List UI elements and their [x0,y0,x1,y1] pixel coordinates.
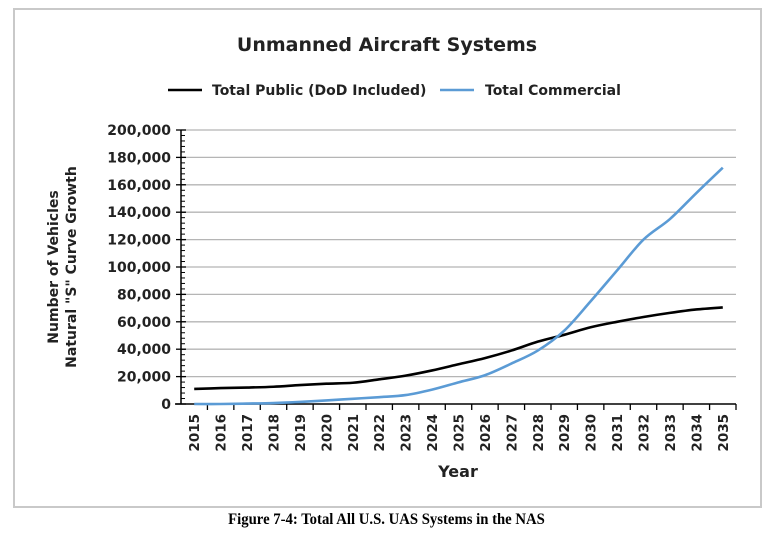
gridlines [181,129,736,378]
x-tick-label: 2027 [504,414,520,452]
y-tick-label: 100,000 [107,260,171,276]
x-axis: 2015 2016 2017 2018 2019 2020 2021 2022 2023 2024… [175,403,737,452]
x-tick-label: 2031 [610,414,626,452]
x-tick-label: 2029 [557,414,573,452]
x-tick-label: 2021 [346,414,362,452]
x-tick-label: 2032 [637,414,653,452]
x-axis-label: Year [437,462,478,481]
y-axis: 0 20,000 40,000 60,000 80,000 100,000 120,000 1… [107,123,186,413]
x-tick-label: 2022 [372,414,388,452]
x-tick-label: 2018 [267,414,283,452]
y-tick-label: 200,000 [107,123,171,139]
y-axis-label-line-2: Natural "S" Curve Growth [64,166,80,368]
series-line-total-commercial [194,166,724,406]
chart-title: Unmanned Aircraft Systems [237,34,537,56]
y-tick-label: 180,000 [107,150,171,166]
x-tick-label: 2030 [584,414,600,452]
x-tick-label: 2015 [187,414,203,452]
y-tick-label: 60,000 [117,315,171,331]
legend-label: Total Public (DoD Included) [212,83,426,99]
y-tick-label: 140,000 [107,205,171,221]
x-tick-label: 2017 [240,414,256,452]
x-tick-label: 2035 [716,414,732,452]
y-tick-label: 160,000 [107,178,171,194]
legend-label: Total Commercial [485,83,621,99]
x-tick-label: 2023 [399,414,415,452]
y-tick-label: 0 [161,397,171,413]
chart-frame [13,8,762,508]
y-tick-label: 40,000 [117,342,171,358]
y-axis-label-line-1: Number of Vehicles [46,190,62,343]
y-axis-label: Number of Vehicles Natural "S" Curve Gro… [46,166,80,368]
x-tick-label: 2028 [531,414,547,452]
x-tick-label: 2016 [214,414,230,452]
y-tick-label: 120,000 [107,233,171,249]
x-tick-label: 2033 [663,414,679,452]
x-tick-label: 2020 [319,414,335,452]
y-tick-label: 20,000 [117,370,171,386]
x-tick-label: 2025 [452,414,468,452]
y-tick-label: 80,000 [117,287,171,303]
x-tick-label: 2026 [478,414,494,452]
x-tick-label: 2019 [293,414,309,452]
figure-caption: Figure 7-4: Total All U.S. UAS Systems i… [228,511,545,528]
x-tick-label: 2024 [425,414,441,452]
series-lines [194,166,724,406]
x-tick-label: 2034 [689,414,705,452]
legend: Total Public (DoD Included) Total Commerc… [168,83,621,99]
